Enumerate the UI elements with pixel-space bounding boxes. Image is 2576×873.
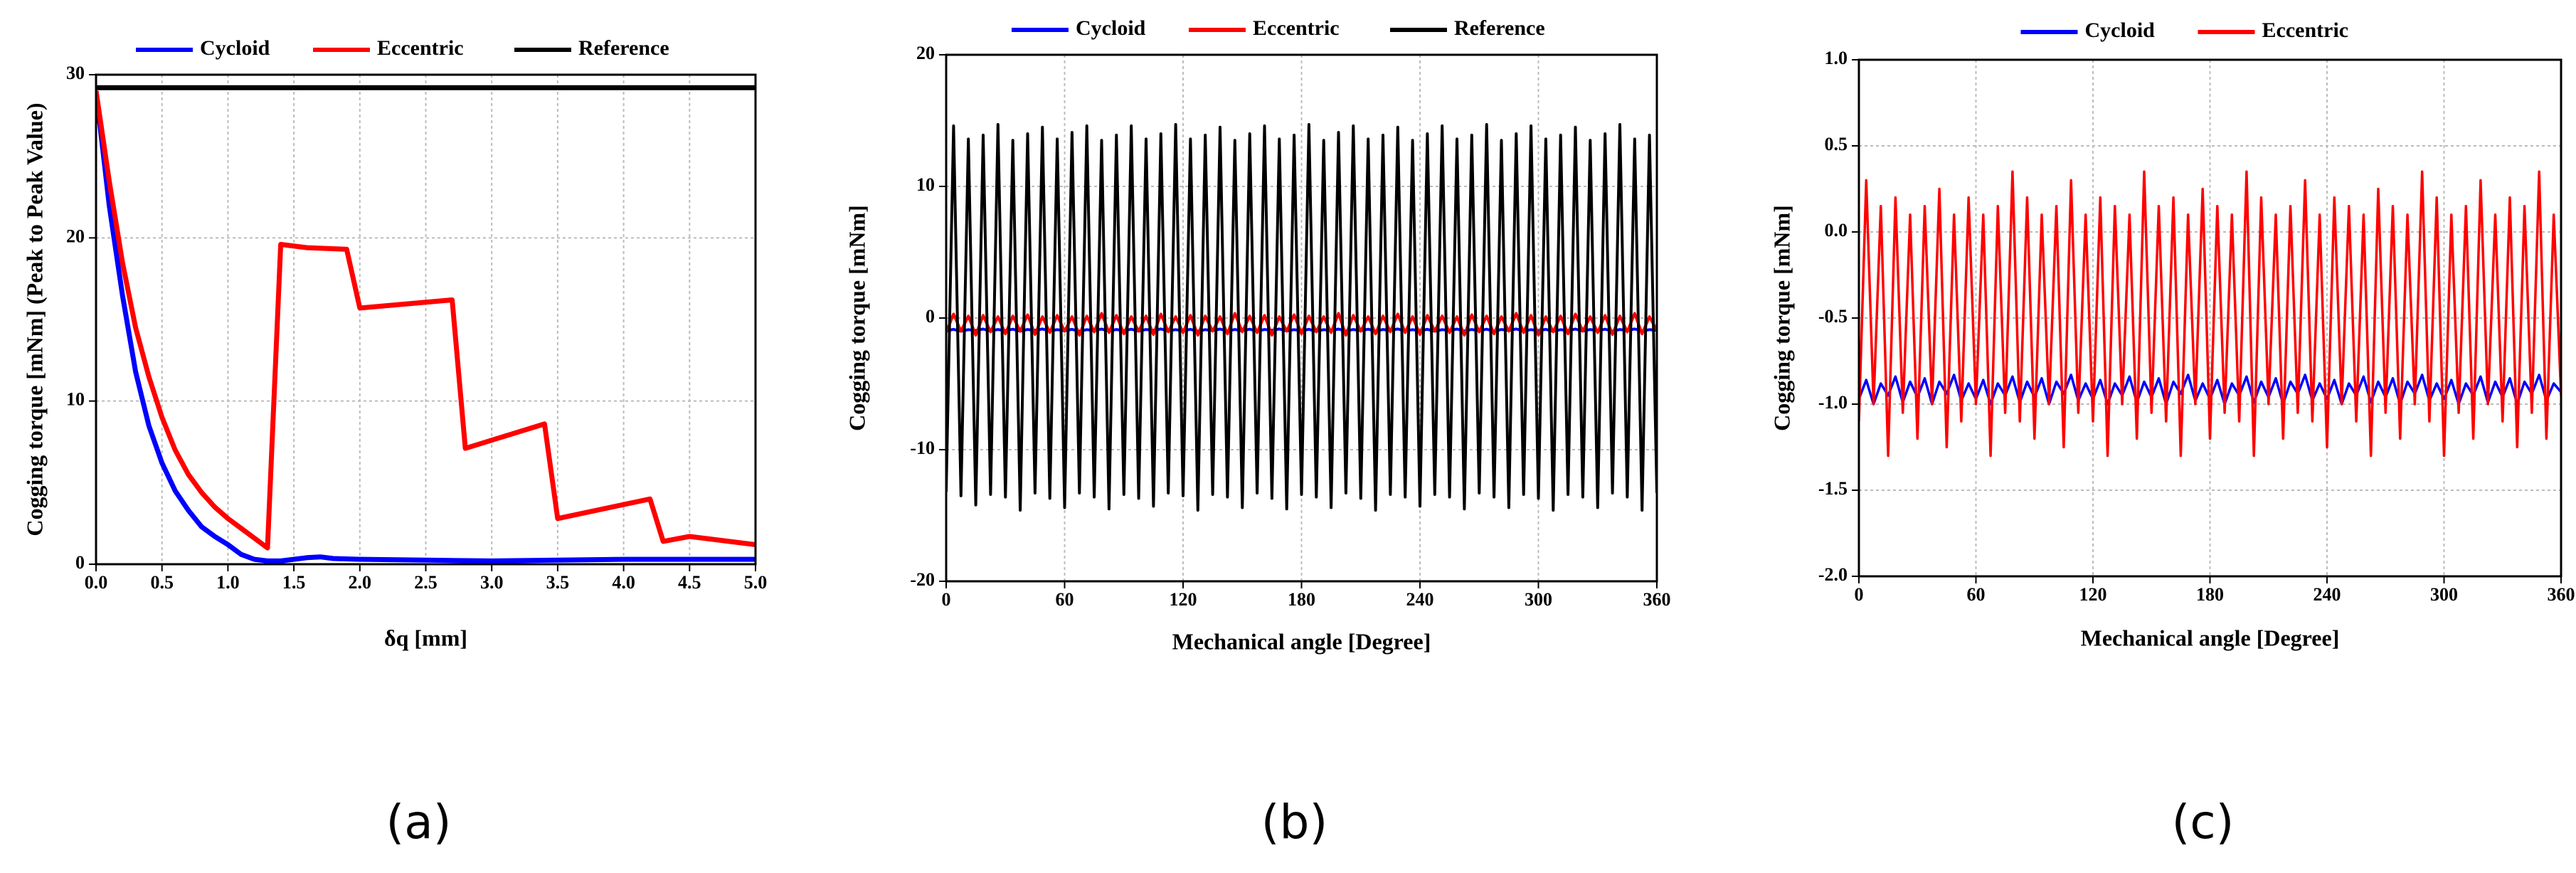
plot-frame [1857,58,2562,578]
legend-label: Cycloid [1076,16,1146,40]
y-axis-label: Cogging torque [mNm] [1769,205,1794,431]
legend-label: Reference [578,36,669,60]
x-tick-label: 240 [2313,584,2341,605]
y-tick-label: -2.0 [1818,564,1848,585]
panel: -2.0 -1.5 -1.0 -0.5 0.0 0.5 1.0 0 60 120 180 240 300… [1769,18,2575,850]
x-tick-label: 180 [1288,589,1315,610]
y-tick-label: -1.0 [1818,392,1848,413]
legend-label: Eccentric [2262,18,2349,42]
x-tick-label: 4.0 [612,572,635,593]
x-tick-label: 3.5 [546,572,570,593]
y-tick-label: 20 [66,226,85,246]
y-tick-label: 30 [66,63,85,83]
y-tick-label: 10 [66,389,85,410]
y-tick-label: -1.5 [1818,478,1848,499]
legend-label: Cycloid [200,36,270,60]
x-tick-label: 180 [2196,584,2224,605]
x-tick-label: 120 [2079,584,2107,605]
series-line [1859,170,2561,457]
y-tick-label: 20 [916,43,935,63]
series-line [96,90,756,564]
x-tick-label: 2.5 [414,572,438,593]
x-tick-label: 5.0 [744,572,768,593]
x-tick-label: 3.0 [480,572,504,593]
x-tick-label: 360 [2548,584,2575,605]
y-tick-label: 10 [916,174,935,195]
x-tick-label: 1.5 [282,572,306,593]
y-tick-label: -10 [910,438,935,458]
panel: 0 10 20 30 0.0 0.5 1.0 1.5 2.0 2.5 3.0 3.5 4.0 4.5 5.0… [21,36,767,850]
caption: (c) [2172,795,2235,850]
caption: (b) [1261,795,1327,850]
legend-label: Eccentric [377,36,464,60]
y-axis-label: Cogging torque [mNm] [844,205,869,431]
x-tick-label: 60 [1967,584,1986,605]
plot-frame [945,53,1658,583]
y-tick-label: 0.0 [1825,220,1848,240]
y-axis-label: Cogging torque [mNm] (Peak to Peak Value… [21,102,47,536]
y-tick-label: 1.0 [1825,48,1848,68]
series-line [946,312,1657,337]
x-axis-label: Mechanical angle [Degree] [1172,628,1431,654]
y-tick-label: -0.5 [1818,306,1848,327]
y-tick-label: -20 [910,569,935,590]
y-tick-label: 0 [75,552,85,573]
y-tick-label: 0 [926,306,935,327]
y-tick-label: 0.5 [1825,134,1848,154]
x-tick-label: 120 [1170,589,1197,610]
panel: -20 -10 0 10 20 0 60 120 180 240 300 360 Cycloid Ecce… [844,16,1670,850]
x-axis-label: Mechanical angle [Degree] [2081,625,2340,650]
series-line [96,90,756,551]
x-tick-label: 0.0 [85,572,108,593]
x-tick-label: 300 [1525,589,1552,610]
x-tick-label: 2.0 [349,572,372,593]
x-tick-label: 300 [2430,584,2458,605]
series-line [946,123,1657,512]
x-tick-label: 60 [1056,589,1074,610]
x-tick-label: 360 [1643,589,1671,610]
x-tick-label: 0 [1855,584,1864,605]
legend-label: Reference [1454,16,1545,40]
plot-frame [95,73,757,566]
x-tick-label: 0.5 [150,572,174,593]
caption: (a) [386,795,452,850]
x-tick-label: 240 [1406,589,1434,610]
legend-label: Eccentric [1253,16,1340,40]
x-tick-label: 0 [942,589,951,610]
legend-label: Cycloid [2085,18,2156,42]
x-tick-label: 1.0 [216,572,240,593]
x-axis-label: δq [mm] [384,625,467,650]
x-tick-label: 4.5 [678,572,701,593]
